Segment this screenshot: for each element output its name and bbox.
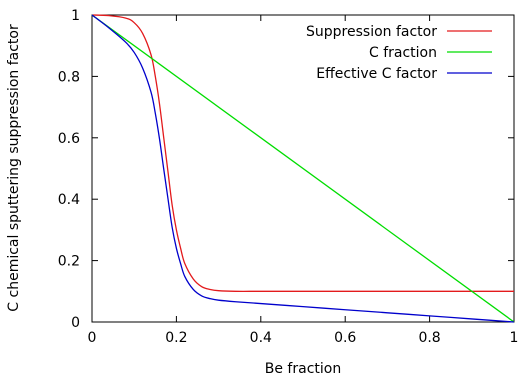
y-tick-label: 0.4 (58, 192, 80, 208)
series-line-c-fraction (91, 14, 515, 323)
x-tick-label: 0.6 (334, 330, 356, 346)
y-axis-ticks: 0 0.2 0.4 0.6 0.8 1 (58, 8, 514, 331)
legend-label-suppression-factor: Suppression factor (306, 24, 437, 40)
y-tick-label: 0.6 (58, 131, 80, 147)
y-tick-label: 0 (71, 315, 80, 331)
x-tick-label: 0.4 (250, 330, 272, 346)
y-tick-label: 1 (71, 8, 80, 24)
y-tick-label: 0.8 (58, 69, 80, 85)
x-tick-label: 0.2 (165, 330, 187, 346)
plot-frame (91, 14, 515, 323)
series-lines (91, 14, 515, 323)
x-axis-label: Be fraction (265, 361, 341, 377)
legend-label-c-fraction: C fraction (369, 45, 437, 61)
series-line-suppression-factor (91, 14, 514, 292)
x-tick-label: 1 (510, 330, 519, 346)
plot-area (91, 14, 515, 323)
y-tick-label: 0.2 (58, 254, 80, 270)
y-axis-label: C chemical sputtering suppression factor (6, 24, 22, 312)
x-tick-label: 0 (88, 330, 97, 346)
legend: Suppression factor C fraction Effective C … (306, 24, 492, 82)
x-tick-label: 0.8 (418, 330, 440, 346)
series-line-effective-c-factor (91, 14, 515, 323)
legend-label-effective-c-factor: Effective C factor (316, 66, 437, 82)
x-axis-ticks: 0 0.2 0.4 0.6 0.8 1 (88, 15, 519, 346)
